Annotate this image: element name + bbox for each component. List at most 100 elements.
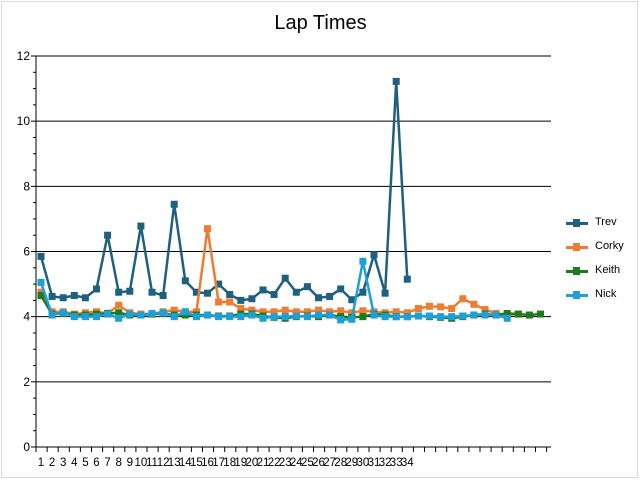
x-tick-label: 13 bbox=[168, 457, 181, 469]
y-tick-label: 10 bbox=[17, 114, 31, 128]
data-point-trev bbox=[303, 283, 311, 291]
data-point-nick bbox=[81, 313, 89, 321]
data-point-keith bbox=[37, 291, 45, 299]
x-tick-label: 23 bbox=[279, 457, 292, 469]
data-point-keith bbox=[525, 311, 533, 319]
data-point-nick bbox=[48, 311, 56, 319]
x-tick-label: 32 bbox=[379, 457, 392, 469]
data-point-nick bbox=[204, 311, 211, 319]
data-point-corky bbox=[414, 305, 422, 313]
data-point-nick bbox=[315, 311, 322, 319]
legend-label: Trev bbox=[595, 216, 617, 228]
data-point-corky bbox=[448, 305, 456, 313]
x-tick-label: 26 bbox=[312, 457, 325, 469]
data-point-keith bbox=[359, 313, 367, 321]
y-tick-label: 4 bbox=[23, 310, 30, 324]
data-point-nick bbox=[148, 309, 156, 317]
x-tick-label: 4 bbox=[71, 457, 78, 469]
data-point-trev bbox=[337, 285, 345, 293]
data-point-corky bbox=[259, 308, 267, 316]
data-point-nick bbox=[237, 313, 245, 321]
data-point-trev bbox=[37, 252, 45, 260]
data-point-corky bbox=[226, 298, 234, 306]
y-tick-label: 12 bbox=[17, 49, 31, 63]
series-line-trev bbox=[39, 80, 409, 302]
data-point-nick bbox=[70, 313, 78, 321]
legend-swatch bbox=[566, 291, 588, 299]
y-tick-label: 6 bbox=[23, 245, 30, 259]
data-point-corky bbox=[392, 308, 400, 316]
x-tick-label: 12 bbox=[157, 457, 170, 469]
data-point-nick bbox=[348, 315, 356, 323]
legend-marker bbox=[573, 267, 580, 275]
data-point-trev bbox=[326, 292, 334, 300]
data-point-nick bbox=[337, 316, 345, 324]
data-point-trev bbox=[215, 280, 223, 288]
data-point-corky bbox=[403, 309, 411, 317]
data-point-corky bbox=[270, 308, 278, 316]
x-tick-label: 2 bbox=[49, 457, 55, 469]
data-point-trev bbox=[159, 291, 167, 299]
data-point-trev bbox=[348, 296, 356, 304]
y-tick-label: 8 bbox=[23, 179, 30, 193]
data-point-nick bbox=[126, 310, 134, 318]
x-tick-label: 6 bbox=[93, 457, 99, 469]
data-point-nick bbox=[392, 313, 400, 321]
data-point-trev bbox=[115, 288, 123, 296]
data-point-keith bbox=[537, 310, 544, 318]
data-point-nick bbox=[448, 313, 456, 321]
data-point-trev bbox=[170, 200, 178, 208]
data-point-nick bbox=[192, 313, 200, 321]
x-tick-label: 31 bbox=[368, 457, 381, 469]
data-point-trev bbox=[192, 288, 200, 296]
data-point-corky bbox=[215, 298, 223, 306]
x-tick-label: 21 bbox=[257, 457, 270, 469]
legend-swatch bbox=[566, 243, 588, 251]
x-tick-label: 17 bbox=[212, 457, 225, 469]
data-point-corky bbox=[470, 300, 478, 308]
x-tick-label: 19 bbox=[234, 457, 247, 469]
data-point-nick bbox=[503, 314, 511, 322]
legend-label: Keith bbox=[595, 264, 621, 276]
data-point-nick bbox=[303, 313, 311, 321]
data-point-corky bbox=[204, 225, 211, 233]
series-line-corky bbox=[39, 227, 519, 317]
data-point-nick bbox=[215, 313, 223, 321]
data-point-nick bbox=[115, 314, 123, 322]
data-point-nick bbox=[459, 312, 467, 320]
x-tick-label: 8 bbox=[115, 457, 121, 469]
data-point-trev bbox=[126, 287, 134, 295]
data-point-nick bbox=[181, 308, 189, 316]
y-tick-label: 2 bbox=[23, 375, 30, 389]
x-tick-label: 14 bbox=[179, 457, 192, 469]
x-tick-label: 16 bbox=[201, 457, 214, 469]
data-point-trev bbox=[148, 288, 156, 296]
data-point-corky bbox=[115, 301, 123, 309]
x-tick-label: 18 bbox=[223, 457, 236, 469]
y-tick-label: 0 bbox=[23, 440, 30, 454]
x-tick-label: 30 bbox=[357, 457, 370, 469]
data-point-nick bbox=[226, 313, 234, 321]
data-point-nick bbox=[248, 311, 256, 319]
data-point-trev bbox=[381, 289, 389, 297]
legend-swatch bbox=[566, 219, 588, 227]
data-point-trev bbox=[248, 295, 256, 303]
x-tick-label: 22 bbox=[268, 457, 281, 469]
data-point-corky bbox=[292, 308, 300, 316]
legend-marker bbox=[573, 291, 580, 299]
data-point-trev bbox=[93, 285, 100, 293]
data-point-corky bbox=[459, 295, 467, 303]
data-point-nick bbox=[170, 313, 178, 321]
data-point-trev bbox=[392, 77, 400, 85]
legend-marker bbox=[573, 219, 580, 227]
x-tick-label: 24 bbox=[290, 457, 303, 469]
x-tick-label: 5 bbox=[82, 457, 88, 469]
data-point-nick bbox=[137, 311, 145, 319]
data-point-corky bbox=[481, 305, 489, 313]
legend-label: Corky bbox=[595, 240, 624, 252]
data-point-keith bbox=[514, 310, 522, 318]
x-tick-label: 28 bbox=[334, 457, 347, 469]
data-point-trev bbox=[292, 288, 300, 296]
data-point-corky bbox=[170, 306, 178, 314]
